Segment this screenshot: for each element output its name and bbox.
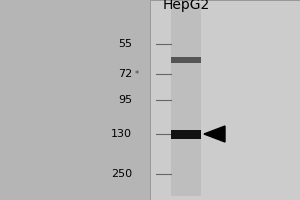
Text: HepG2: HepG2 (162, 0, 210, 12)
Text: 250: 250 (111, 169, 132, 179)
Text: 55: 55 (118, 39, 132, 49)
Bar (171, 130, 201, 138)
Text: *: * (135, 70, 139, 78)
Bar (171, 4, 201, 196)
Text: 95: 95 (118, 95, 132, 105)
Text: 72: 72 (118, 69, 132, 79)
Text: 130: 130 (111, 129, 132, 139)
Bar (150, 0, 300, 200)
Bar (171, 58, 201, 62)
Polygon shape (204, 126, 225, 142)
